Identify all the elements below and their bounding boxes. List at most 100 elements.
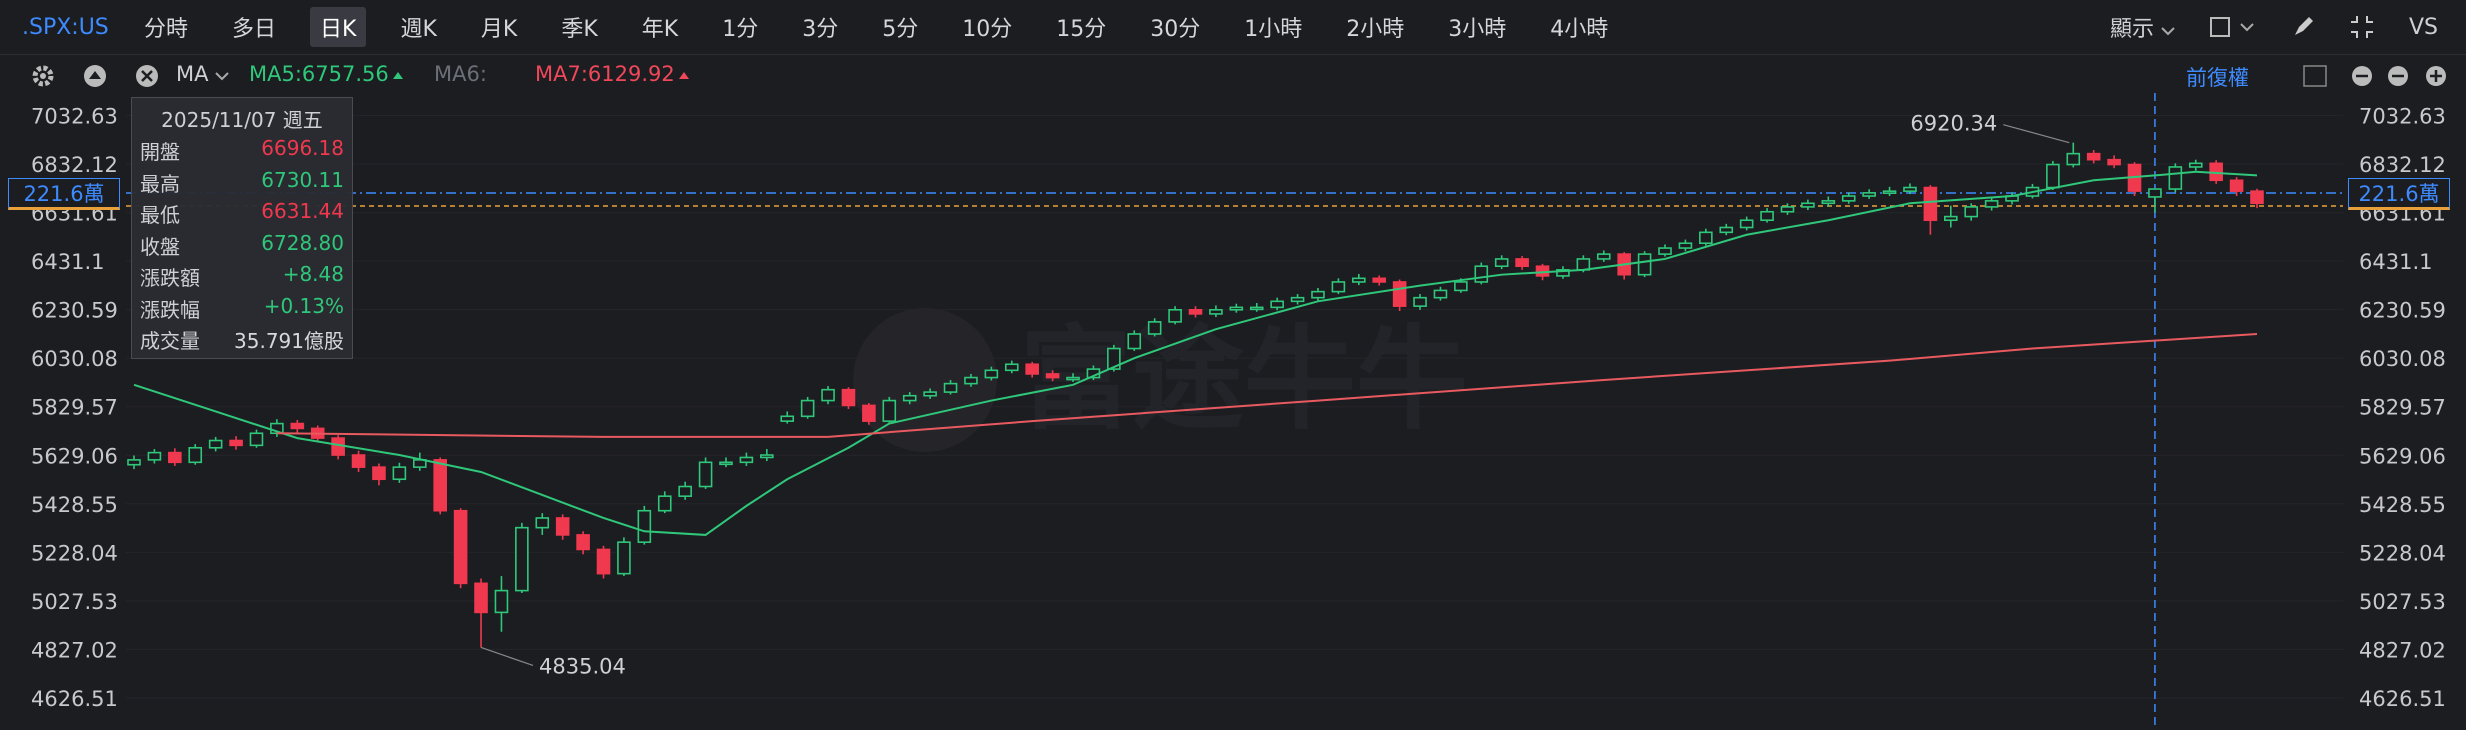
candle-body <box>1964 206 1979 218</box>
tooltip: 2025/11/07 週五 開盤 6696.18 最高 6730.11 最低 6631.4… <box>131 97 353 359</box>
y-tick-label: 4827.02 <box>31 638 118 662</box>
period-tab[interactable]: 月K <box>480 17 518 42</box>
symbol[interactable]: .SPX:US <box>22 14 109 40</box>
candle-body <box>147 451 162 461</box>
candle-body <box>1556 269 1570 277</box>
candle-body <box>1841 195 1856 202</box>
period-tab[interactable]: 日K <box>310 7 367 47</box>
chevron <box>2161 27 2175 36</box>
candle-body <box>1188 308 1203 315</box>
checkbox-menu[interactable] <box>2209 15 2257 39</box>
tooltip-label: 成交量 <box>140 329 200 353</box>
candle-body <box>1474 265 1489 283</box>
candle-body <box>2250 190 2264 205</box>
candle-body <box>1025 363 1039 375</box>
period-tab[interactable]: 週K <box>400 17 437 42</box>
y-tick-label-right: 6431.1 <box>2359 250 2432 274</box>
period-tab[interactable]: 3小時 <box>1448 17 1507 42</box>
candle-body <box>1066 376 1080 381</box>
candle-body <box>1801 202 1815 208</box>
axis-icon[interactable] <box>2303 65 2327 87</box>
candle-body <box>2188 162 2203 168</box>
tooltip-value: 6730.11 <box>261 167 344 192</box>
close-icon[interactable] <box>134 63 160 89</box>
candle-body <box>2148 188 2162 198</box>
period-tab[interactable]: 1小時 <box>1244 17 1303 42</box>
candle-body <box>1658 247 1672 255</box>
period-tab[interactable]: 4小時 <box>1550 17 1609 42</box>
candle-body <box>168 451 182 464</box>
price-label-right: 221.6萬 <box>2348 178 2450 210</box>
candle-body <box>1699 231 1713 245</box>
period-tab[interactable]: 分時 <box>144 17 189 42</box>
y-tick-label-right: 4827.02 <box>2359 638 2446 662</box>
candle-body <box>780 415 795 422</box>
price-label-left: 221.6萬 <box>8 178 120 210</box>
y-tick-label-right: 5027.53 <box>2359 590 2446 614</box>
tooltip-label: 漲跌幅 <box>140 297 200 322</box>
draw-icon[interactable] <box>2291 15 2315 39</box>
period-tab[interactable]: 5分 <box>882 17 919 42</box>
candle-body <box>1821 200 1836 205</box>
candle-body <box>637 509 652 543</box>
toolbar-right: 顯示 VS <box>2110 0 2466 54</box>
candle-body <box>2046 163 2060 189</box>
tooltip-row: 成交量 35.791億股 <box>140 325 344 354</box>
candle-body <box>494 589 509 614</box>
indicator-bar: MA 前復權 MA5:6757.56 MA6: MA7:6129.92 <box>0 57 2466 95</box>
y-tick-label-right: 6230.59 <box>2359 299 2446 323</box>
collapse-icon[interactable] <box>82 63 108 89</box>
display-label: 顯示 <box>2109 17 2154 42</box>
y-tick-label-right: 5629.06 <box>2359 444 2446 468</box>
ma-label-text: MA6: <box>434 62 487 86</box>
candle-body <box>1270 300 1284 309</box>
y-tick-label: 5228.04 <box>31 541 118 565</box>
tooltip-value: 6728.80 <box>261 230 344 255</box>
period-tab[interactable]: 30分 <box>1150 17 1201 42</box>
period-tab[interactable]: 1分 <box>722 17 759 42</box>
indicator-name: MA <box>176 62 209 86</box>
candle-body <box>1352 277 1366 283</box>
adjust-menu[interactable]: 前復權 <box>2186 66 2249 90</box>
ma-label: MA7:6129.92 <box>535 62 689 86</box>
candle-body <box>1760 210 1774 222</box>
toolbar: .SPX:US 分時 多日 日K 週K 月K 季K 年K 1分 3分 5分 10分 15分 30分 1小時… <box>0 0 2466 55</box>
candle-body <box>208 439 223 449</box>
period-tab[interactable]: 10分 <box>962 17 1013 42</box>
y-tick-label: 5629.06 <box>31 444 118 468</box>
candle-body <box>1903 186 1917 192</box>
candle-body <box>515 526 529 592</box>
candle-body <box>1637 253 1652 276</box>
candle-body <box>739 456 754 464</box>
compare[interactable]: VS <box>2408 14 2438 40</box>
candle-body <box>1229 306 1244 311</box>
candle-body <box>902 394 917 402</box>
display-menu[interactable]: 顯示 <box>2110 11 2175 43</box>
candle-body <box>1862 192 1876 197</box>
y-tick-label: 6030.08 <box>31 347 118 371</box>
candle-body <box>2107 158 2121 166</box>
period-tab[interactable]: 多日 <box>232 17 277 42</box>
fullscreen-icon[interactable] <box>2349 14 2375 40</box>
candle-body <box>760 454 774 459</box>
y-tick-label: 5027.53 <box>31 590 118 614</box>
settings-icon[interactable] <box>30 63 56 89</box>
annotation-line <box>2003 124 2070 144</box>
indicator-menu[interactable]: MA <box>176 62 229 86</box>
period-tab[interactable]: 年K <box>641 17 679 42</box>
candle-body <box>984 369 999 379</box>
candle-body <box>1004 363 1019 372</box>
tooltip-label: 收盤 <box>140 234 180 259</box>
max-annotation: 6920.34 <box>1910 112 1997 136</box>
tooltip-label: 漲跌額 <box>140 266 200 290</box>
candle-body <box>535 517 550 529</box>
period-tab[interactable]: 3分 <box>802 17 839 42</box>
candle-body <box>1147 321 1162 335</box>
candle-body <box>290 422 305 430</box>
period-tab[interactable]: 15分 <box>1056 17 1107 42</box>
period-tab[interactable]: 季K <box>561 17 598 42</box>
y-tick-label-right: 4626.51 <box>2359 687 2446 711</box>
period-tab[interactable]: 2小時 <box>1346 17 1405 42</box>
ma-label-text: MA5:6757.56 <box>249 62 389 86</box>
